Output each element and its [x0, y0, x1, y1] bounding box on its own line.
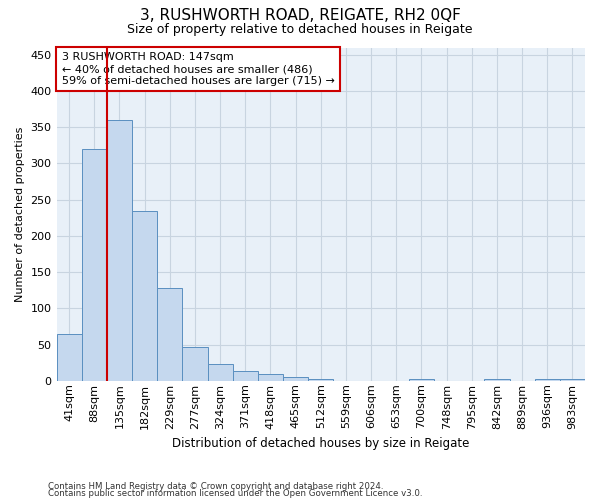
Bar [208, 364, 233, 381]
Bar [484, 380, 509, 381]
X-axis label: Distribution of detached houses by size in Reigate: Distribution of detached houses by size … [172, 437, 469, 450]
Bar [132, 210, 157, 381]
Bar [560, 380, 585, 381]
Y-axis label: Number of detached properties: Number of detached properties [15, 126, 25, 302]
Bar [535, 378, 560, 381]
Bar [283, 377, 308, 381]
Text: 3, RUSHWORTH ROAD, REIGATE, RH2 0QF: 3, RUSHWORTH ROAD, REIGATE, RH2 0QF [140, 8, 460, 22]
Bar [107, 120, 132, 381]
Bar [233, 372, 258, 381]
Bar [308, 380, 334, 381]
Bar [82, 149, 107, 381]
Bar [182, 346, 208, 381]
Bar [409, 378, 434, 381]
Text: Size of property relative to detached houses in Reigate: Size of property relative to detached ho… [127, 22, 473, 36]
Text: Contains public sector information licensed under the Open Government Licence v3: Contains public sector information licen… [48, 490, 422, 498]
Text: 3 RUSHWORTH ROAD: 147sqm
← 40% of detached houses are smaller (486)
59% of semi-: 3 RUSHWORTH ROAD: 147sqm ← 40% of detach… [62, 52, 335, 86]
Bar [258, 374, 283, 381]
Text: Contains HM Land Registry data © Crown copyright and database right 2024.: Contains HM Land Registry data © Crown c… [48, 482, 383, 491]
Bar [56, 334, 82, 381]
Bar [157, 288, 182, 381]
